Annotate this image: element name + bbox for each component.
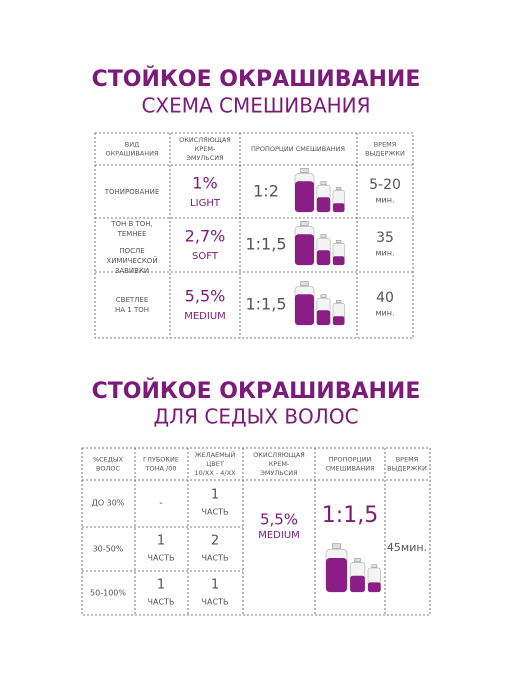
time-unit: мин.: [375, 309, 394, 318]
gray-percent: 50-100%: [90, 589, 126, 598]
part-value: 2: [211, 534, 219, 549]
row-type: СВЕТЛЕЕ: [116, 296, 149, 304]
header-cell: %СЕДЫХ: [93, 456, 124, 464]
part-value: 1: [157, 534, 165, 549]
time-value: 35: [376, 230, 394, 246]
time-value: 40: [376, 290, 394, 306]
oxidant-percent: 5,5%: [260, 511, 298, 529]
header-cell: ОКРАШИВАНИЯ: [105, 150, 158, 158]
time-value: 45мин.: [387, 541, 427, 554]
ratio: 1:1,5: [322, 503, 378, 528]
header-cell: ВИД: [125, 141, 139, 149]
gray-percent: 30-50%: [93, 545, 124, 554]
bottle-icon: [294, 280, 315, 326]
part-value: 1: [211, 578, 219, 593]
part-unit: ЧАСТЬ: [202, 508, 229, 517]
header-cell: ВЫДЕРЖКИ: [365, 150, 405, 158]
header-cell: ПРОПОРЦИИ СМЕШИВАНИЯ: [251, 145, 345, 153]
part-unit: ЧАСТЬ: [148, 554, 175, 563]
bottle-icon: [294, 221, 315, 266]
oxidant-name: LIGHT: [190, 198, 221, 209]
oxidant-percent: 2,7%: [185, 227, 226, 246]
oxidant-percent: 5,5%: [185, 287, 226, 306]
header-cell: ВЫДЕРЖКИ: [387, 465, 427, 473]
header-cell: ОКИСЛЯЮЩАЯ: [179, 136, 231, 144]
header-cell: КРЕМ-: [269, 460, 290, 468]
part-value: 1: [211, 488, 219, 503]
bottle-icon: [332, 187, 345, 213]
ratio: 1:1,5: [245, 295, 286, 314]
row-type: ЗАВИВКИ: [115, 267, 149, 275]
bottle-icon: [316, 181, 331, 213]
header-cell: 10/ХХ - 4/ХХ: [194, 469, 236, 477]
ratio: 1:2: [253, 182, 279, 201]
bottle-icon: [316, 234, 331, 266]
header-cell: КРЕМ-: [195, 145, 216, 153]
time-unit: мин.: [375, 196, 394, 205]
part-unit: ЧАСТЬ: [202, 554, 229, 563]
header-cell: СМЕШИВАНИЯ: [325, 465, 374, 473]
subtitle: СХЕМА СМЕШИВАНИЯ: [141, 94, 370, 118]
bottle-icon: [332, 240, 345, 266]
row-type: ТОН В ТОН,: [110, 220, 153, 228]
oxidant-name: MEDIUM: [258, 530, 300, 541]
header-cell: ЖЕЛАЕМЫЙ: [195, 450, 236, 459]
bottle-icon: [367, 564, 381, 593]
row-type: ТЕМНЕЕ: [117, 230, 147, 238]
title: СТОЙКОЕ ОКРАШИВАНИЕ: [92, 378, 421, 404]
time-value: 5-20: [369, 177, 401, 193]
header-cell: ЭМУЛЬСИЯ: [260, 469, 297, 477]
part-unit: ЧАСТЬ: [148, 598, 175, 607]
bottle-icon: [316, 294, 331, 326]
time-unit: мин.: [375, 249, 394, 258]
bottle-icon: [294, 168, 315, 213]
part-value: 1: [157, 578, 165, 593]
header-cell: ВРЕМЯ: [374, 141, 397, 149]
header-cell: ПРОПОРЦИИ: [329, 456, 372, 464]
ratio: 1:1,5: [245, 235, 286, 254]
header-cell: ОКИСЛЯЮЩАЯ: [253, 451, 305, 459]
bottle-icon: [349, 558, 366, 593]
part-value: -: [159, 498, 163, 509]
oxidant-percent: 1%: [192, 174, 217, 193]
bottle-icon: [332, 299, 345, 326]
header-cell: ЭМУЛЬСИЯ: [186, 154, 223, 162]
table-borders: [81, 132, 431, 616]
header-cell: ТОНА /00: [145, 465, 177, 473]
gray-percent: ДО 30%: [92, 499, 125, 508]
row-type: ХИМИЧЕСКОЙ: [106, 256, 157, 265]
header-cell: ГЛУБОКИЕ: [143, 456, 179, 464]
row-type: ПОСЛЕ: [119, 247, 144, 255]
row-type: НА 1 ТОН: [115, 306, 149, 314]
oxidant-name: SOFT: [192, 251, 219, 262]
oxidant-name: MEDIUM: [184, 311, 226, 322]
title: СТОЙКОЕ ОКРАШИВАНИЕ: [92, 66, 421, 92]
header-cell: ВОЛОС: [96, 465, 121, 473]
header-cell: ВРЕМЯ: [396, 456, 419, 464]
bottle-icon: [325, 543, 348, 593]
subtitle: ДЛЯ СЕДЫХ ВОЛОС: [153, 405, 358, 429]
header-cell: ЦВЕТ: [206, 460, 224, 468]
part-unit: ЧАСТЬ: [202, 598, 229, 607]
row-type: ТОНИРОВАНИЕ: [104, 188, 160, 196]
